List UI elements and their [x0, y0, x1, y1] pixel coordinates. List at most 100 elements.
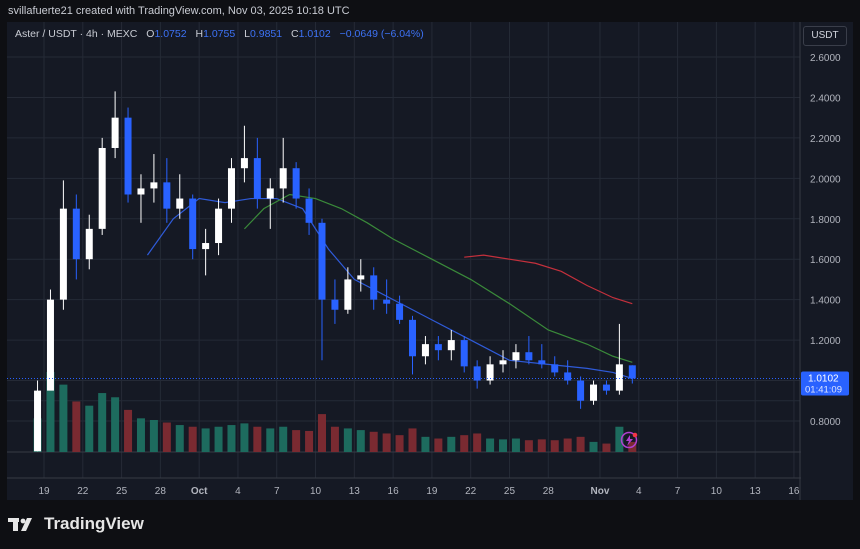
candle [460, 336, 468, 373]
volume-bar [201, 428, 210, 452]
candle-body [525, 352, 533, 361]
date-tick-label: 13 [750, 486, 762, 497]
price-tick-label: 2.0000 [810, 174, 841, 185]
currency-button[interactable]: USDT [803, 26, 847, 46]
date-tick-label: Nov [591, 486, 610, 497]
volume-bar [59, 384, 68, 452]
candle [202, 228, 210, 276]
candle-body [85, 228, 93, 260]
candle [383, 279, 391, 314]
candle [421, 336, 429, 365]
candle-body [111, 117, 119, 148]
volume-bar [511, 438, 520, 452]
candle [215, 198, 223, 256]
candle [370, 267, 378, 310]
volume-bar [175, 425, 184, 452]
candle-body [551, 364, 559, 373]
price-chart[interactable]: 2.6000 2.4000 2.2000 2.0000 1.8000 1.6000 1.40… [7, 22, 853, 500]
candle [473, 360, 481, 389]
candle-body [460, 340, 468, 367]
notification-dot [632, 432, 638, 438]
candle-body [215, 208, 223, 244]
price-tick-label: 1.8000 [810, 215, 841, 226]
date-tick-label: 25 [116, 486, 128, 497]
volume-bar [499, 439, 508, 452]
price-tick-label: 0.8000 [810, 417, 841, 428]
volume-bar [98, 393, 107, 452]
volume-bar [240, 423, 249, 452]
candle [292, 162, 300, 209]
volume-bar [292, 430, 301, 452]
open-label: O [146, 28, 155, 40]
lightning-alert-icon[interactable] [620, 431, 638, 449]
price-tick-label: 1.6000 [810, 255, 841, 266]
tradingview-logo: TradingView [8, 514, 144, 534]
volume-bar [356, 430, 365, 452]
volume-bar [266, 428, 275, 452]
price-tick-label: 1.4000 [810, 296, 841, 307]
date-tick-label: 19 [426, 486, 438, 497]
candle [331, 279, 339, 324]
volume-bar [460, 435, 469, 452]
date-tick-label: 28 [543, 486, 555, 497]
date-tick-label: Oct [191, 486, 208, 497]
candle-body [72, 208, 80, 260]
date-tick-label: 28 [155, 486, 167, 497]
volume-bar [421, 436, 430, 452]
brand-name: TradingView [44, 514, 144, 533]
candle-body [615, 364, 623, 391]
candle [615, 323, 623, 395]
candle-body [279, 168, 287, 189]
tradingview-logo-icon [8, 518, 32, 531]
date-tick-label: 25 [504, 486, 516, 497]
candle-body [383, 299, 391, 304]
date-tick-label: 7 [274, 486, 280, 497]
change-value: −0.0649 (−6.04%) [339, 28, 424, 40]
candle [189, 194, 197, 260]
symbol-name[interactable]: Aster / USDT · 4h · MEXC [15, 28, 138, 40]
candle [98, 137, 106, 235]
close-value: 1.0102 [298, 28, 331, 40]
close-label: C [291, 28, 299, 40]
candle-body [421, 344, 429, 357]
chart-pane[interactable]: 2.6000 2.4000 2.2000 2.0000 1.8000 1.6000 1.40… [7, 22, 853, 500]
volume-bar [486, 438, 495, 452]
date-tick-label: 16 [388, 486, 400, 497]
volume-bar [305, 430, 314, 452]
candle [512, 344, 520, 369]
price-tick-label: 1.2000 [810, 336, 841, 347]
candle-body [227, 168, 235, 209]
candle-body [344, 279, 352, 310]
candle [46, 289, 54, 391]
volume-bar [253, 426, 262, 452]
candle [551, 356, 559, 377]
candle-body [150, 182, 158, 189]
candle [111, 91, 119, 159]
volume-bar [615, 426, 624, 452]
candle [279, 137, 287, 203]
candle-body [396, 303, 404, 320]
volume-bar [589, 441, 598, 452]
candle [85, 214, 93, 270]
candle-body [98, 147, 106, 229]
candle [447, 329, 455, 361]
candle-body [486, 364, 494, 381]
volume-bar [317, 414, 326, 452]
high-value: 1.0755 [203, 28, 236, 40]
candle [266, 178, 274, 229]
candle-body [370, 275, 378, 300]
candle [486, 356, 494, 385]
volume-bar [279, 426, 288, 452]
symbol-legend: Aster / USDT · 4h · MEXC O1.0752 H1.0755… [15, 28, 424, 40]
date-tick-label: 10 [310, 486, 322, 497]
candle [34, 380, 42, 452]
candle [564, 360, 572, 385]
date-tick-label: 19 [38, 486, 50, 497]
candle [590, 380, 598, 405]
price-tick-label: 2.2000 [810, 134, 841, 145]
candle [409, 315, 417, 375]
candle-body [447, 340, 455, 351]
volume-bar [136, 418, 145, 452]
attribution: svillafuerte21 created with TradingView.… [8, 5, 350, 17]
price-tick-label: 2.4000 [810, 93, 841, 104]
